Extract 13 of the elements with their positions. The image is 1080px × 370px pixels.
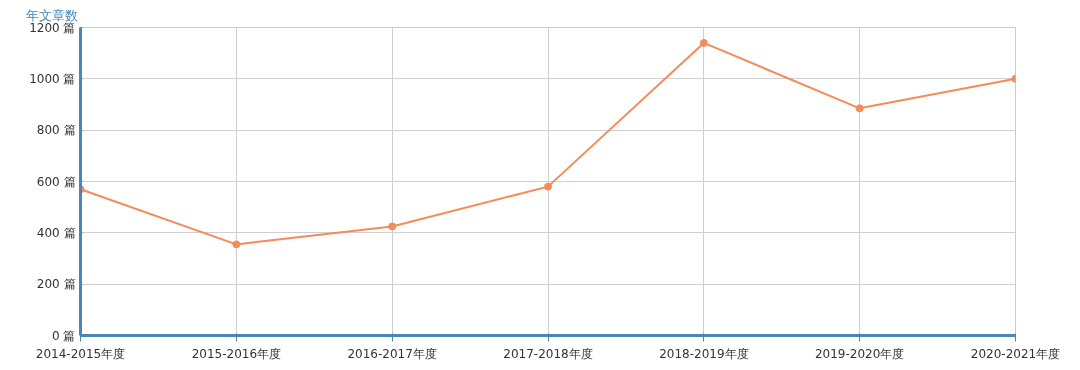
- x-tick-label: 2020-2021年度: [970, 346, 1061, 361]
- y-tick-label: 0 篇: [52, 328, 76, 343]
- y-tick-label: 800 篇: [36, 123, 76, 138]
- x-tick-label: 2016-2017年度: [347, 346, 437, 361]
- x-tick-label: 2014-2015年度: [35, 346, 126, 361]
- x-tick-label: 2017-2018年度: [503, 346, 593, 361]
- y-tick-label: 1000 篇: [29, 71, 76, 86]
- x-tick-label: 2019-2020年度: [814, 346, 905, 361]
- y-tick-label: 600 篇: [36, 174, 76, 189]
- x-tick-label: 2018-2019年度: [659, 346, 749, 361]
- y-tick-label: 400 篇: [36, 225, 76, 240]
- x-tick-label: 2015-2016年度: [191, 346, 282, 361]
- y-tick-label: 200 篇: [36, 277, 76, 292]
